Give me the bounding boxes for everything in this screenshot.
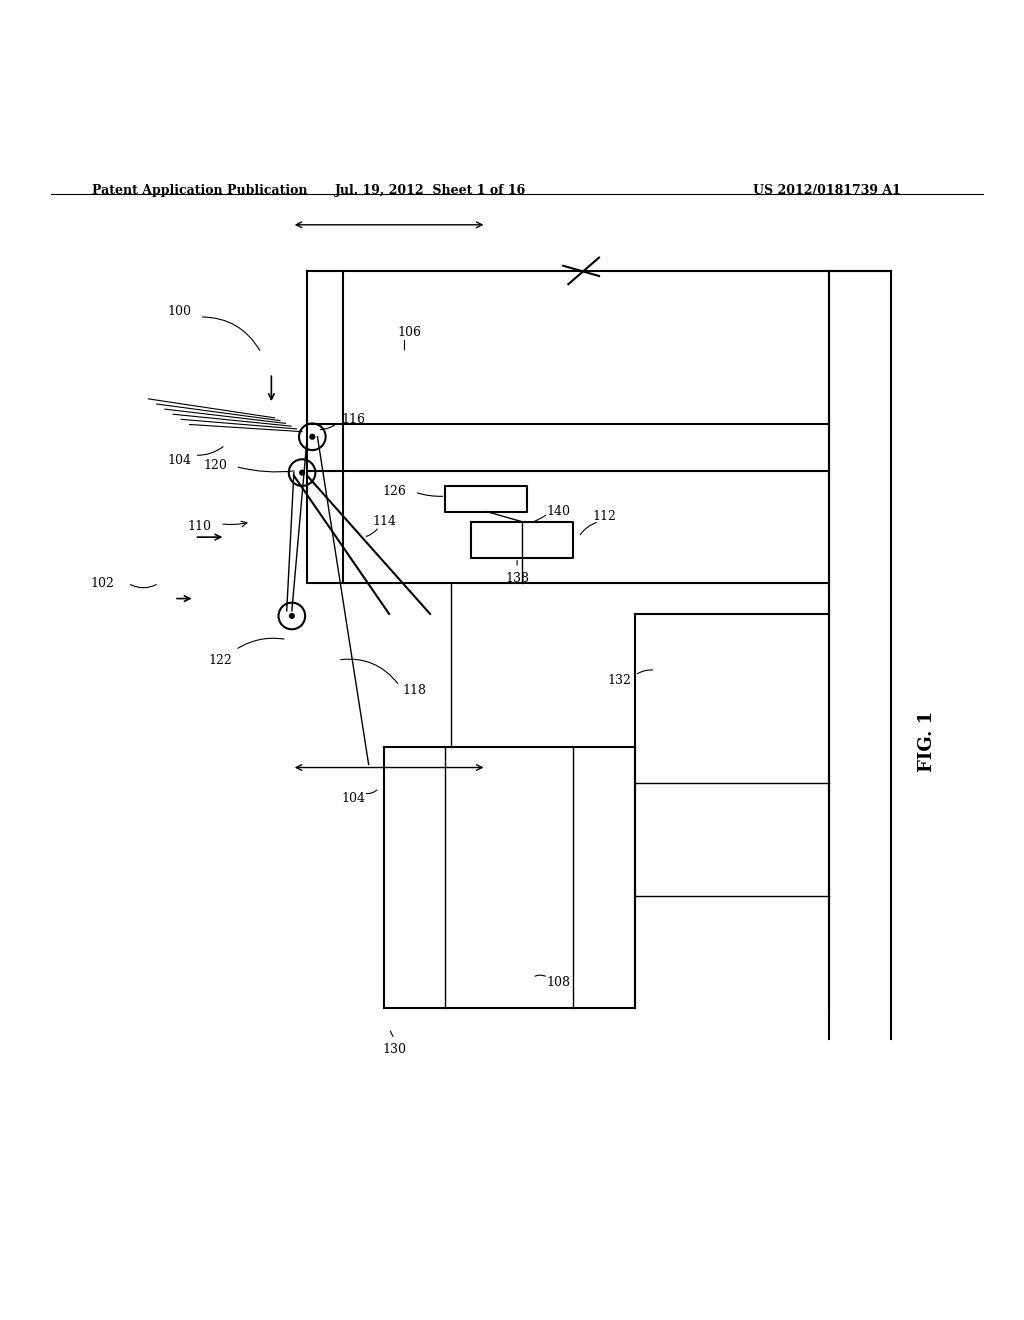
Text: 126: 126 [382, 484, 407, 498]
Text: 138: 138 [505, 572, 529, 585]
Circle shape [309, 434, 315, 440]
Circle shape [299, 470, 305, 475]
Text: US 2012/0181739 A1: US 2012/0181739 A1 [754, 183, 901, 197]
Text: Jul. 19, 2012  Sheet 1 of 16: Jul. 19, 2012 Sheet 1 of 16 [335, 183, 525, 197]
Text: 112: 112 [592, 510, 616, 523]
Text: 104: 104 [167, 454, 191, 467]
Text: 110: 110 [187, 520, 212, 533]
Text: 106: 106 [397, 326, 422, 339]
Text: 104: 104 [341, 792, 366, 805]
Text: 100: 100 [167, 305, 191, 318]
Text: 120: 120 [203, 459, 227, 473]
Text: 132: 132 [607, 675, 632, 686]
Text: Patent Application Publication: Patent Application Publication [92, 183, 307, 197]
Circle shape [289, 612, 295, 619]
Text: 130: 130 [382, 1043, 407, 1056]
Text: FIG. 1: FIG. 1 [918, 711, 936, 772]
Text: 140: 140 [546, 506, 570, 517]
Text: 108: 108 [546, 975, 570, 989]
Text: 102: 102 [90, 577, 115, 590]
Text: 122: 122 [208, 653, 232, 667]
Text: 116: 116 [341, 413, 366, 426]
Text: 118: 118 [402, 684, 427, 697]
Text: 114: 114 [372, 515, 396, 528]
